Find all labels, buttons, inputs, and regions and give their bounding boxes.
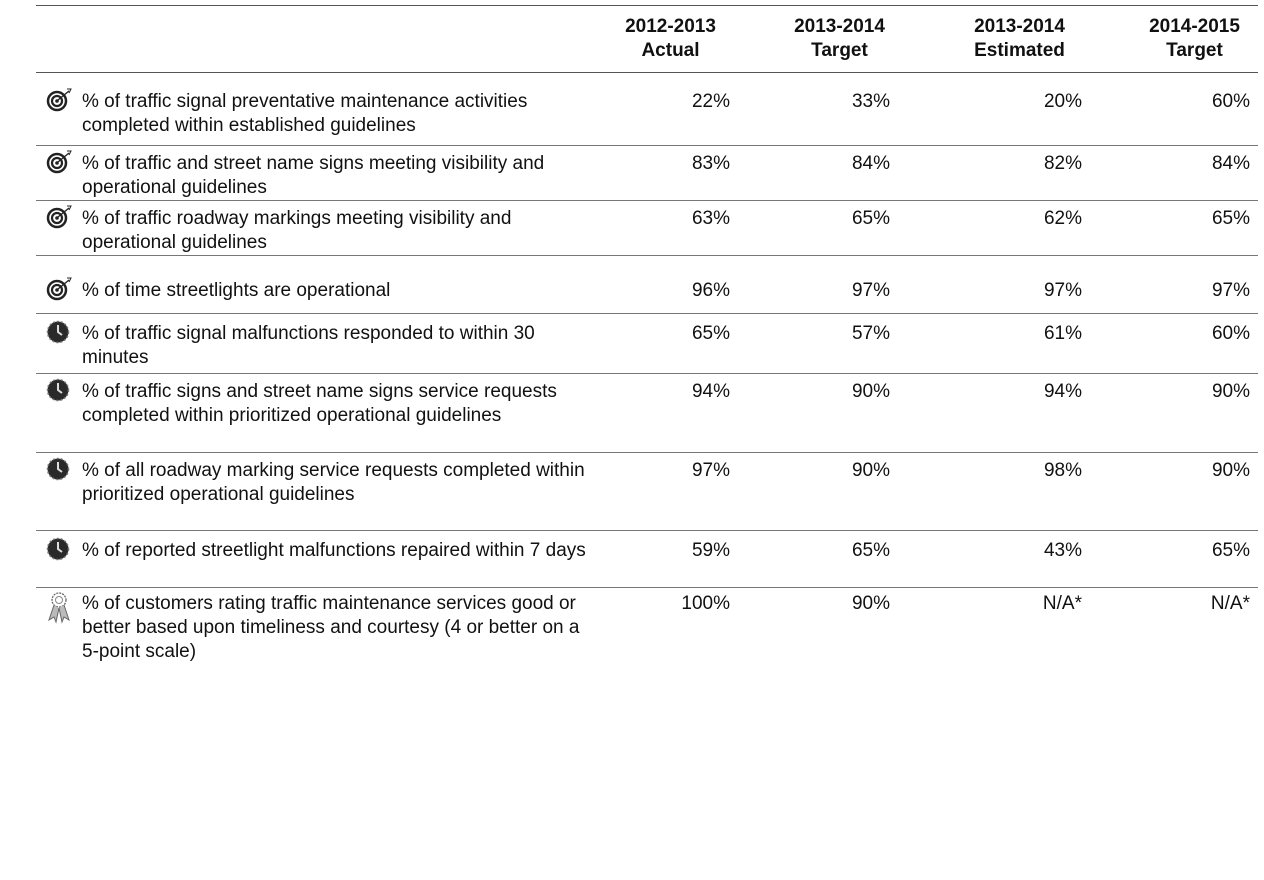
measure-cell: % of traffic signal malfunctions respond…	[82, 313, 602, 374]
value-cell: 90%	[1092, 373, 1258, 453]
value-cell: 90%	[851, 593, 890, 614]
value-cell: 96%	[602, 255, 740, 314]
icon-cell	[36, 452, 82, 531]
value-cell: 90%	[1092, 452, 1258, 531]
row-icon	[46, 457, 82, 488]
value-cell: 61%	[900, 313, 1092, 374]
value-cell: 100%	[681, 593, 730, 614]
icon-cell	[36, 200, 82, 256]
measure-cell: % of all roadway marking service request…	[82, 452, 602, 531]
header-kind: Target	[1166, 40, 1223, 61]
measure-cell: % of traffic roadway markings meeting vi…	[82, 200, 602, 256]
table-row: % of traffic signal malfunctions respond…	[36, 313, 1258, 374]
icon-cell	[36, 313, 82, 374]
table-row: % of customers rating traffic maintenanc…	[36, 588, 1258, 708]
value-cell: 94%	[602, 373, 740, 453]
row-icon	[46, 590, 82, 631]
table-row: % of traffic roadway markings meeting vi…	[36, 200, 1258, 256]
header-row: 2012-2013 Actual 2013-2014 Target 2013-2014 E…	[36, 5, 1258, 73]
header-period: 2013-2014	[974, 16, 1065, 37]
document: 2012-2013 Actual 2013-2014 Target 2013-2014 E…	[36, 5, 1258, 708]
measure-cell: % of customers rating traffic maintenanc…	[82, 593, 580, 662]
value-cell: 84%	[740, 145, 900, 201]
measure-cell: % of traffic signs and street name signs…	[82, 373, 602, 453]
value-cell: 65%	[740, 200, 900, 256]
measure-cell: % of traffic and street name signs meeti…	[82, 145, 602, 201]
table-row: % of traffic signal preventative mainten…	[36, 72, 1258, 146]
value-cell: 20%	[900, 72, 1092, 146]
table-row: % of all roadway marking service request…	[36, 452, 1258, 531]
value-cell: 65%	[1092, 200, 1258, 256]
header-kind: Target	[811, 40, 868, 61]
icon-cell	[36, 72, 82, 146]
row-icon	[46, 537, 82, 568]
value-cell: 22%	[602, 72, 740, 146]
value-cell: N/A*	[1210, 593, 1250, 614]
value-cell: 98%	[900, 452, 1092, 531]
value-cell: 97%	[602, 452, 740, 531]
value-cell: 97%	[900, 255, 1092, 314]
icon-cell	[36, 373, 82, 453]
value-cell: 97%	[1092, 255, 1258, 314]
value-cell: 62%	[900, 200, 1092, 256]
icon-cell	[36, 145, 82, 201]
value-cell: 33%	[740, 72, 900, 146]
column-header: 2013-2014 Target	[740, 5, 900, 73]
icon-cell	[36, 255, 82, 314]
measure-cell: % of time streetlights are operational	[82, 255, 602, 314]
value-cell: N/A*	[1042, 593, 1082, 614]
value-cell: 84%	[1092, 145, 1258, 201]
value-cell: 82%	[900, 145, 1092, 201]
row-icon	[46, 320, 82, 351]
column-header: 2012-2013 Actual	[602, 5, 740, 73]
header-kind: Actual	[641, 40, 700, 61]
value-cell: 94%	[900, 373, 1092, 453]
row-icon	[46, 150, 82, 181]
row-icon	[46, 277, 82, 308]
value-cell: 90%	[740, 373, 900, 453]
row-icon	[46, 205, 82, 236]
table-row: % of traffic signs and street name signs…	[36, 373, 1258, 453]
value-cell: 65%	[1092, 530, 1258, 588]
header-kind: Estimated	[974, 40, 1065, 61]
value-cell: 57%	[740, 313, 900, 374]
table-row: % of traffic and street name signs meeti…	[36, 145, 1258, 201]
value-cell: 43%	[900, 530, 1092, 588]
header-period: 2013-2014	[794, 16, 885, 37]
value-cell: 60%	[1092, 313, 1258, 374]
row-icon	[46, 88, 82, 119]
value-cell: 65%	[740, 530, 900, 588]
measure-cell: % of traffic signal preventative mainten…	[82, 72, 602, 146]
table-row: % of time streetlights are operational 96…	[36, 255, 1258, 314]
value-cell: 60%	[1092, 72, 1258, 146]
value-cell: 83%	[602, 145, 740, 201]
row-icon	[46, 378, 82, 409]
icon-cell	[36, 588, 82, 708]
value-cell: 63%	[602, 200, 740, 256]
value-cell: 65%	[602, 313, 740, 374]
measures-table: 2012-2013 Actual 2013-2014 Target 2013-2014 E…	[36, 5, 1258, 708]
icon-cell	[36, 530, 82, 588]
header-period: 2014-2015	[1149, 16, 1240, 37]
header-period: 2012-2013	[625, 16, 716, 37]
measure-cell: % of reported streetlight malfunctions r…	[82, 530, 602, 588]
table-row: % of reported streetlight malfunctions r…	[36, 530, 1258, 588]
column-header: 2014-2015 Target	[1092, 5, 1258, 73]
column-header: 2013-2014 Estimated	[900, 5, 1092, 73]
value-cell: 90%	[740, 452, 900, 531]
value-cell: 97%	[740, 255, 900, 314]
value-cell: 59%	[602, 530, 740, 588]
